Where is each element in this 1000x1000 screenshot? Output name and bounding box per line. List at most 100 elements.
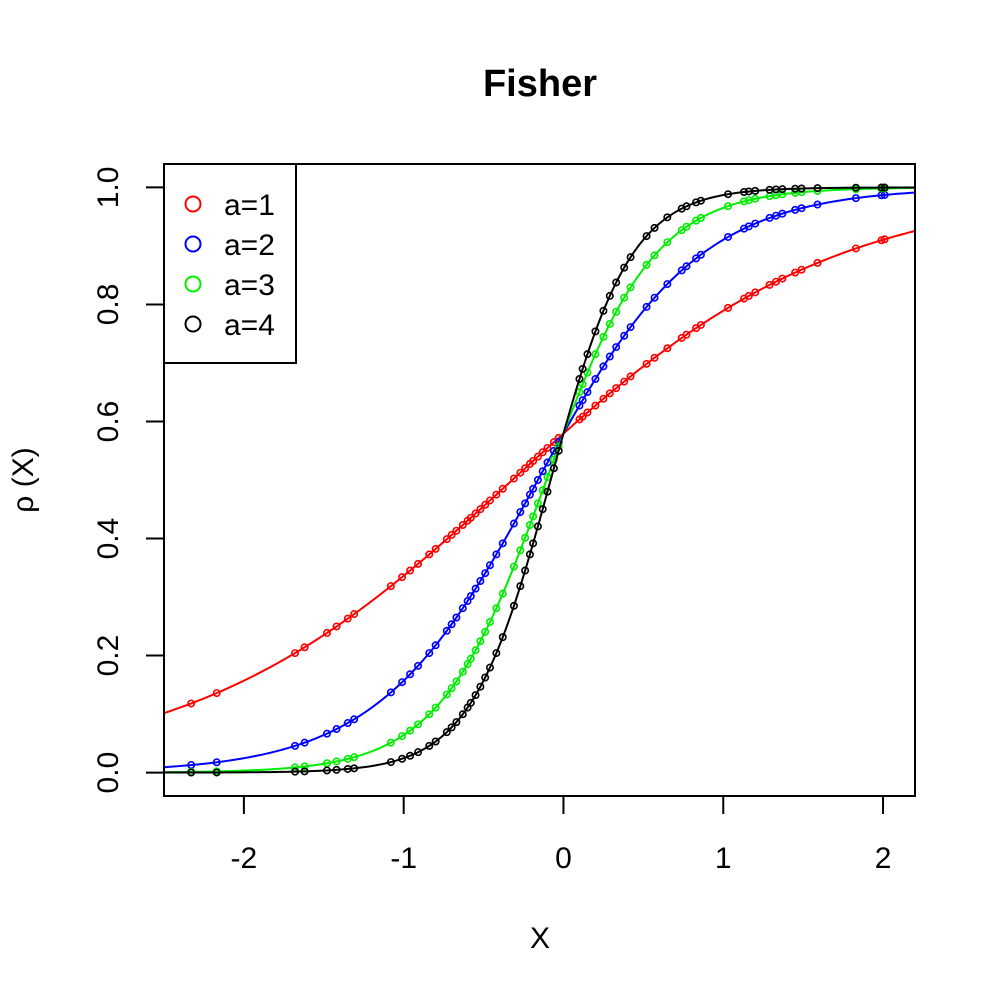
data-point	[599, 306, 608, 315]
data-point	[291, 649, 300, 658]
data-point	[554, 446, 563, 455]
data-point	[696, 196, 705, 205]
legend-marker	[184, 315, 202, 333]
data-point	[682, 330, 691, 339]
data-point	[187, 768, 196, 777]
data-point	[476, 505, 485, 514]
x-tick-label: 2	[875, 842, 892, 875]
data-point	[386, 758, 395, 767]
data-point	[471, 646, 480, 655]
data-point	[300, 767, 309, 776]
data-point	[414, 720, 423, 729]
data-point	[521, 566, 530, 575]
data-point	[663, 280, 672, 289]
data-point	[452, 677, 461, 686]
data-point	[458, 710, 467, 719]
data-point	[620, 293, 629, 302]
data-point	[485, 663, 494, 672]
data-point	[431, 737, 440, 746]
data-point	[442, 626, 451, 635]
data-point	[425, 550, 434, 559]
data-point	[612, 307, 621, 316]
data-point	[386, 582, 395, 591]
data-point	[521, 533, 530, 542]
data-point	[751, 219, 760, 228]
data-point	[431, 641, 440, 650]
legend-marker	[184, 275, 202, 293]
y-axis-label: ρ (X)	[7, 447, 40, 512]
data-point	[481, 627, 490, 636]
data-point	[620, 331, 629, 340]
data-point	[471, 691, 480, 700]
data-point	[771, 277, 780, 286]
data-point	[406, 670, 415, 679]
data-point	[724, 190, 733, 199]
data-point	[498, 484, 507, 493]
data-point	[626, 283, 635, 292]
data-point	[791, 268, 800, 277]
data-point	[212, 758, 221, 767]
data-point	[442, 728, 451, 737]
data-point	[538, 467, 547, 476]
data-point	[498, 633, 507, 642]
data-point	[485, 561, 494, 570]
data-point	[212, 689, 221, 698]
y-tick-label: 0.4	[92, 518, 125, 560]
data-point	[425, 649, 434, 658]
data-point	[458, 520, 467, 529]
data-point	[398, 732, 407, 741]
data-point	[300, 643, 309, 652]
data-point	[692, 198, 701, 207]
data-point	[696, 320, 705, 329]
data-point	[516, 546, 525, 555]
data-point	[696, 250, 705, 259]
data-point	[591, 374, 600, 383]
data-point	[740, 197, 749, 206]
data-point	[626, 253, 635, 262]
data-point	[543, 487, 552, 496]
y-axis: 0.0 0.2 0.4 0.6 0.8 1.0	[92, 167, 165, 793]
data-point	[509, 601, 518, 610]
data-point	[398, 573, 407, 582]
data-point	[599, 332, 608, 341]
data-point	[650, 251, 659, 260]
data-point	[332, 622, 341, 631]
data-point	[591, 327, 600, 336]
data-point	[724, 202, 733, 211]
data-point	[425, 710, 434, 719]
data-point	[612, 343, 621, 352]
data-point	[414, 748, 423, 757]
series-a=4	[163, 183, 916, 777]
data-point	[398, 754, 407, 763]
data-point	[543, 458, 552, 467]
data-point	[880, 183, 889, 192]
x-tick-label: -2	[231, 842, 258, 875]
chart-title: Fisher	[483, 63, 597, 105]
data-point	[350, 715, 359, 724]
data-point	[605, 389, 614, 398]
data-point	[406, 566, 415, 575]
data-point	[626, 323, 635, 332]
data-point	[414, 661, 423, 670]
y-tick-label: 0.2	[92, 635, 125, 677]
data-point	[525, 550, 534, 559]
data-point	[481, 569, 490, 578]
data-point	[533, 499, 542, 508]
data-point	[778, 190, 787, 199]
data-point	[677, 266, 686, 275]
data-point	[525, 490, 534, 499]
y-tick-label: 0.6	[92, 401, 125, 443]
data-point	[492, 550, 501, 559]
data-point	[663, 344, 672, 353]
data-point	[650, 293, 659, 302]
data-point	[751, 194, 760, 203]
data-point	[851, 183, 860, 192]
data-point	[642, 302, 651, 311]
data-point	[300, 762, 309, 771]
data-point	[642, 232, 651, 241]
y-tick-label: 1.0	[92, 167, 125, 209]
data-point	[851, 194, 860, 203]
data-point	[476, 637, 485, 646]
data-point	[452, 613, 461, 622]
